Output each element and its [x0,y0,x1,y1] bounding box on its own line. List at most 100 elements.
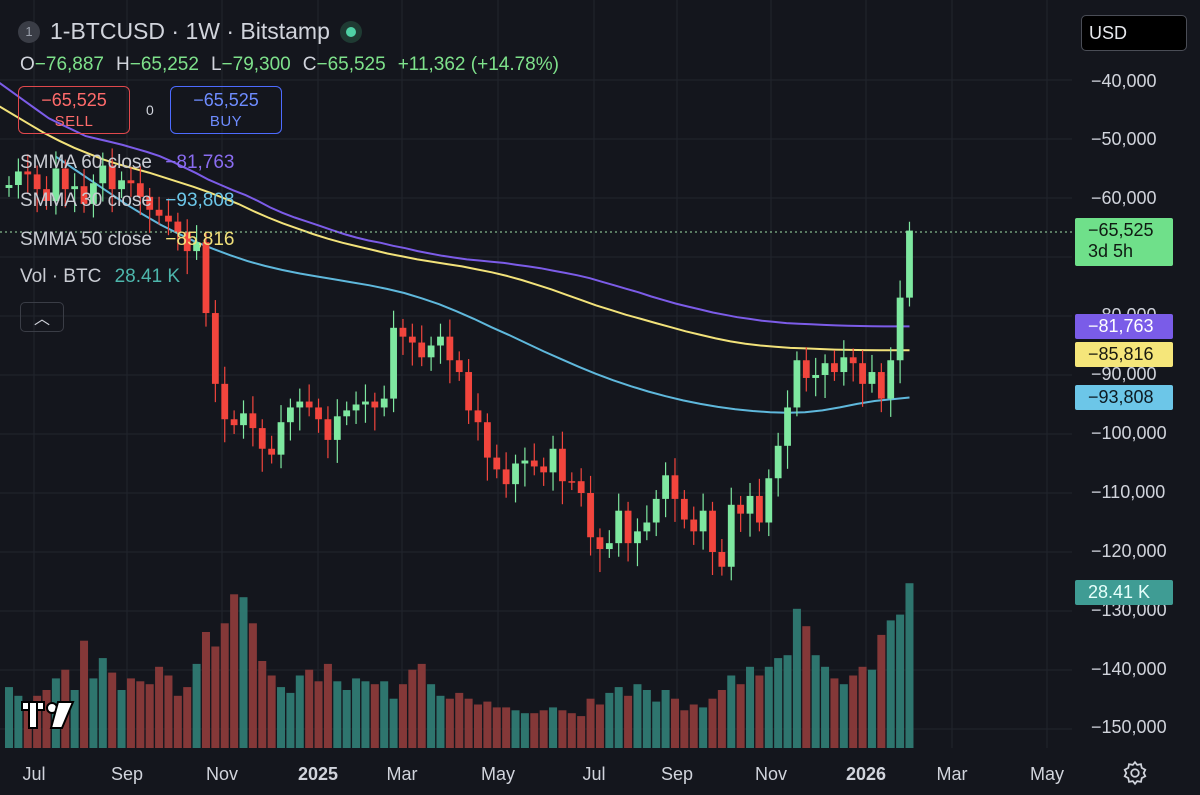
volume-bar [305,669,314,748]
candle-body [662,475,669,499]
candle-body [352,404,360,411]
symbol-title[interactable]: 1-BTCUSD · 1W · Bitstamp [50,18,330,44]
candle-body [230,419,238,426]
candle-body [165,215,172,222]
candle-body [80,186,88,204]
legend-smma50[interactable]: SMMA 50 close −85,816 [20,229,235,251]
candle-body [90,183,97,204]
volume-bar [201,632,210,748]
legend-smma60[interactable]: SMMA 60 close −81,763 [20,152,235,174]
candle-body [568,481,576,483]
volume-bar [483,701,492,748]
sell-price: −65,525 [41,90,107,110]
volume-bar [670,698,679,748]
legend-volume[interactable]: Vol · BTC 28.41 K [20,266,180,288]
y-tick: −100,000 [1091,423,1167,443]
chart-index-badge: 1 [18,20,40,43]
candle-body [136,183,144,197]
symbol-header[interactable]: 1 1-BTCUSD · 1W · Bitstamp [18,18,362,45]
volume-bar [577,716,586,748]
volume-bar [286,692,295,748]
candle-body [296,401,304,408]
candle-body [183,232,191,252]
volume-bar [23,704,32,748]
candle-body [14,171,22,186]
x-tick: May [480,764,516,784]
legend-name: SMMA 60 close [20,152,152,173]
volume-bar [42,690,51,748]
candle-body [652,498,660,523]
candle-body [812,375,820,378]
x-tick: Mar [386,764,418,784]
low-value: −79,300 [221,54,291,75]
volume-bar [192,663,201,748]
candle-body [868,372,876,384]
volume-bar [736,684,745,748]
volume-bar [464,698,473,748]
candle-body [211,313,219,384]
candle-body [502,469,510,485]
candle-body [305,401,313,408]
legend-smma30[interactable]: SMMA 30 close −93,808 [20,190,235,212]
close-key: C [302,54,317,75]
candle-body [268,448,276,455]
volume-bar [117,690,126,748]
candle-body [887,360,895,399]
volume-bar [408,669,417,748]
settings-gear-icon[interactable] [1122,760,1148,786]
candle-body [155,209,163,216]
volume-bar [567,713,576,748]
volume-bar [839,684,848,748]
candle-body [437,336,444,346]
smma60-line [0,82,910,328]
legend-value: 28.41 K [114,266,181,287]
y-tick: −110,000 [1091,482,1166,502]
candle-body [43,189,50,201]
candle-body [587,493,594,538]
volume-bar [877,634,886,748]
candle-body [127,180,135,184]
volume-bar [389,698,398,748]
volume-bar [267,675,276,748]
volume-bar [549,707,558,748]
candle-body [840,357,848,373]
volume-bar [867,669,876,748]
sell-label: SELL [54,113,94,130]
candle-body [849,357,857,364]
volume-bar [239,597,248,748]
volume-bar [896,614,905,748]
close-value: −65,525 [316,54,386,75]
volume-bar [230,594,239,748]
volume-bar [774,658,783,748]
buy-button[interactable]: −65,525 BUY [170,86,282,134]
volume-bar [717,690,726,748]
volume-bar [727,675,736,748]
volume-bar [361,681,370,748]
volume-bar [633,684,642,748]
legend-name: Vol · BTC [20,266,102,287]
volume-bar [211,646,220,748]
candle-body [577,481,585,493]
candle-body [455,360,463,373]
candle-body [634,531,641,544]
x-tick: Jul [582,764,606,784]
currency-selector[interactable]: USD [1081,15,1187,51]
volume-bar [680,710,689,748]
volume-bar [530,713,539,748]
y-tick: −60,000 [1091,188,1157,208]
candle-body [746,495,754,514]
candle-body [333,416,341,440]
volume-bar [558,710,567,748]
y-tick: −90,000 [1091,364,1157,384]
x-tick: Sep [110,764,144,784]
collapse-legend-button[interactable]: ︿ [20,302,64,332]
volume-bar [145,684,154,748]
sell-button[interactable]: −65,525 SELL [18,86,130,134]
candle-body [371,401,379,408]
candle-body [277,422,285,455]
legend-value: −81,763 [165,152,235,173]
volume-bar [445,698,454,748]
candle-body [765,478,773,523]
candle-body [483,422,491,458]
